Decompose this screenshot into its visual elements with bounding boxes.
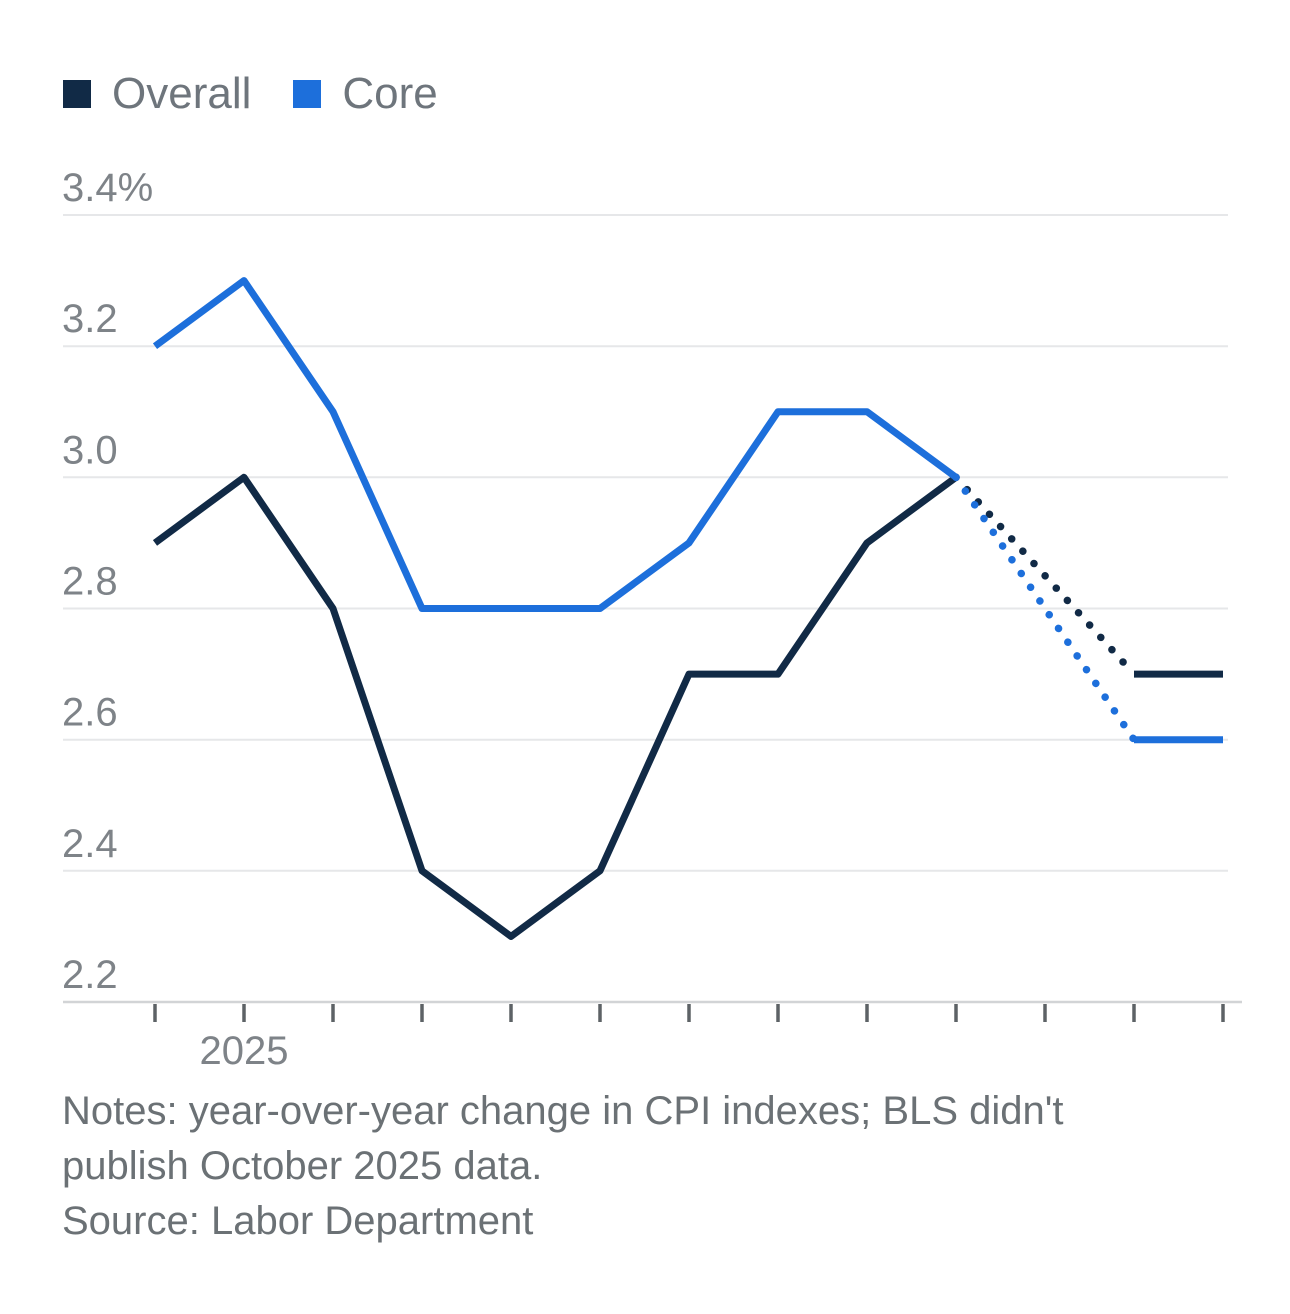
overall-line-dotted bbox=[952, 473, 1138, 678]
chart-footer: Notes: year-over-year change in CPI inde… bbox=[62, 1084, 1202, 1249]
y-tick-label: 3.2 bbox=[62, 297, 118, 341]
core-line-dotted bbox=[952, 473, 1138, 744]
legend-item-core: Core bbox=[293, 69, 438, 118]
y-tick-label: 2.6 bbox=[62, 691, 118, 735]
core-line bbox=[152, 277, 959, 612]
legend-label-overall: Overall bbox=[112, 69, 252, 118]
legend-label-core: Core bbox=[342, 69, 438, 118]
chart-source: Source: Labor Department bbox=[62, 1199, 534, 1243]
legend-swatch-core bbox=[293, 80, 322, 108]
legend: Overall Core bbox=[63, 72, 438, 116]
overall-line bbox=[152, 473, 959, 940]
legend-item-overall: Overall bbox=[63, 72, 251, 116]
chart-notes-line-1: Notes: year-over-year change in CPI inde… bbox=[62, 1089, 1064, 1133]
y-tick-label: 3.0 bbox=[62, 428, 118, 472]
chart-notes-line-2: publish October 2025 data. bbox=[62, 1144, 543, 1188]
y-tick-label: 3.4% bbox=[62, 166, 153, 210]
x-axis-year-label: 2025 bbox=[200, 1029, 289, 1073]
y-tick-label: 2.4 bbox=[62, 822, 118, 866]
y-tick-label: 2.8 bbox=[62, 560, 118, 604]
legend-swatch-overall bbox=[63, 80, 91, 108]
y-tick-label: 2.2 bbox=[62, 953, 118, 997]
